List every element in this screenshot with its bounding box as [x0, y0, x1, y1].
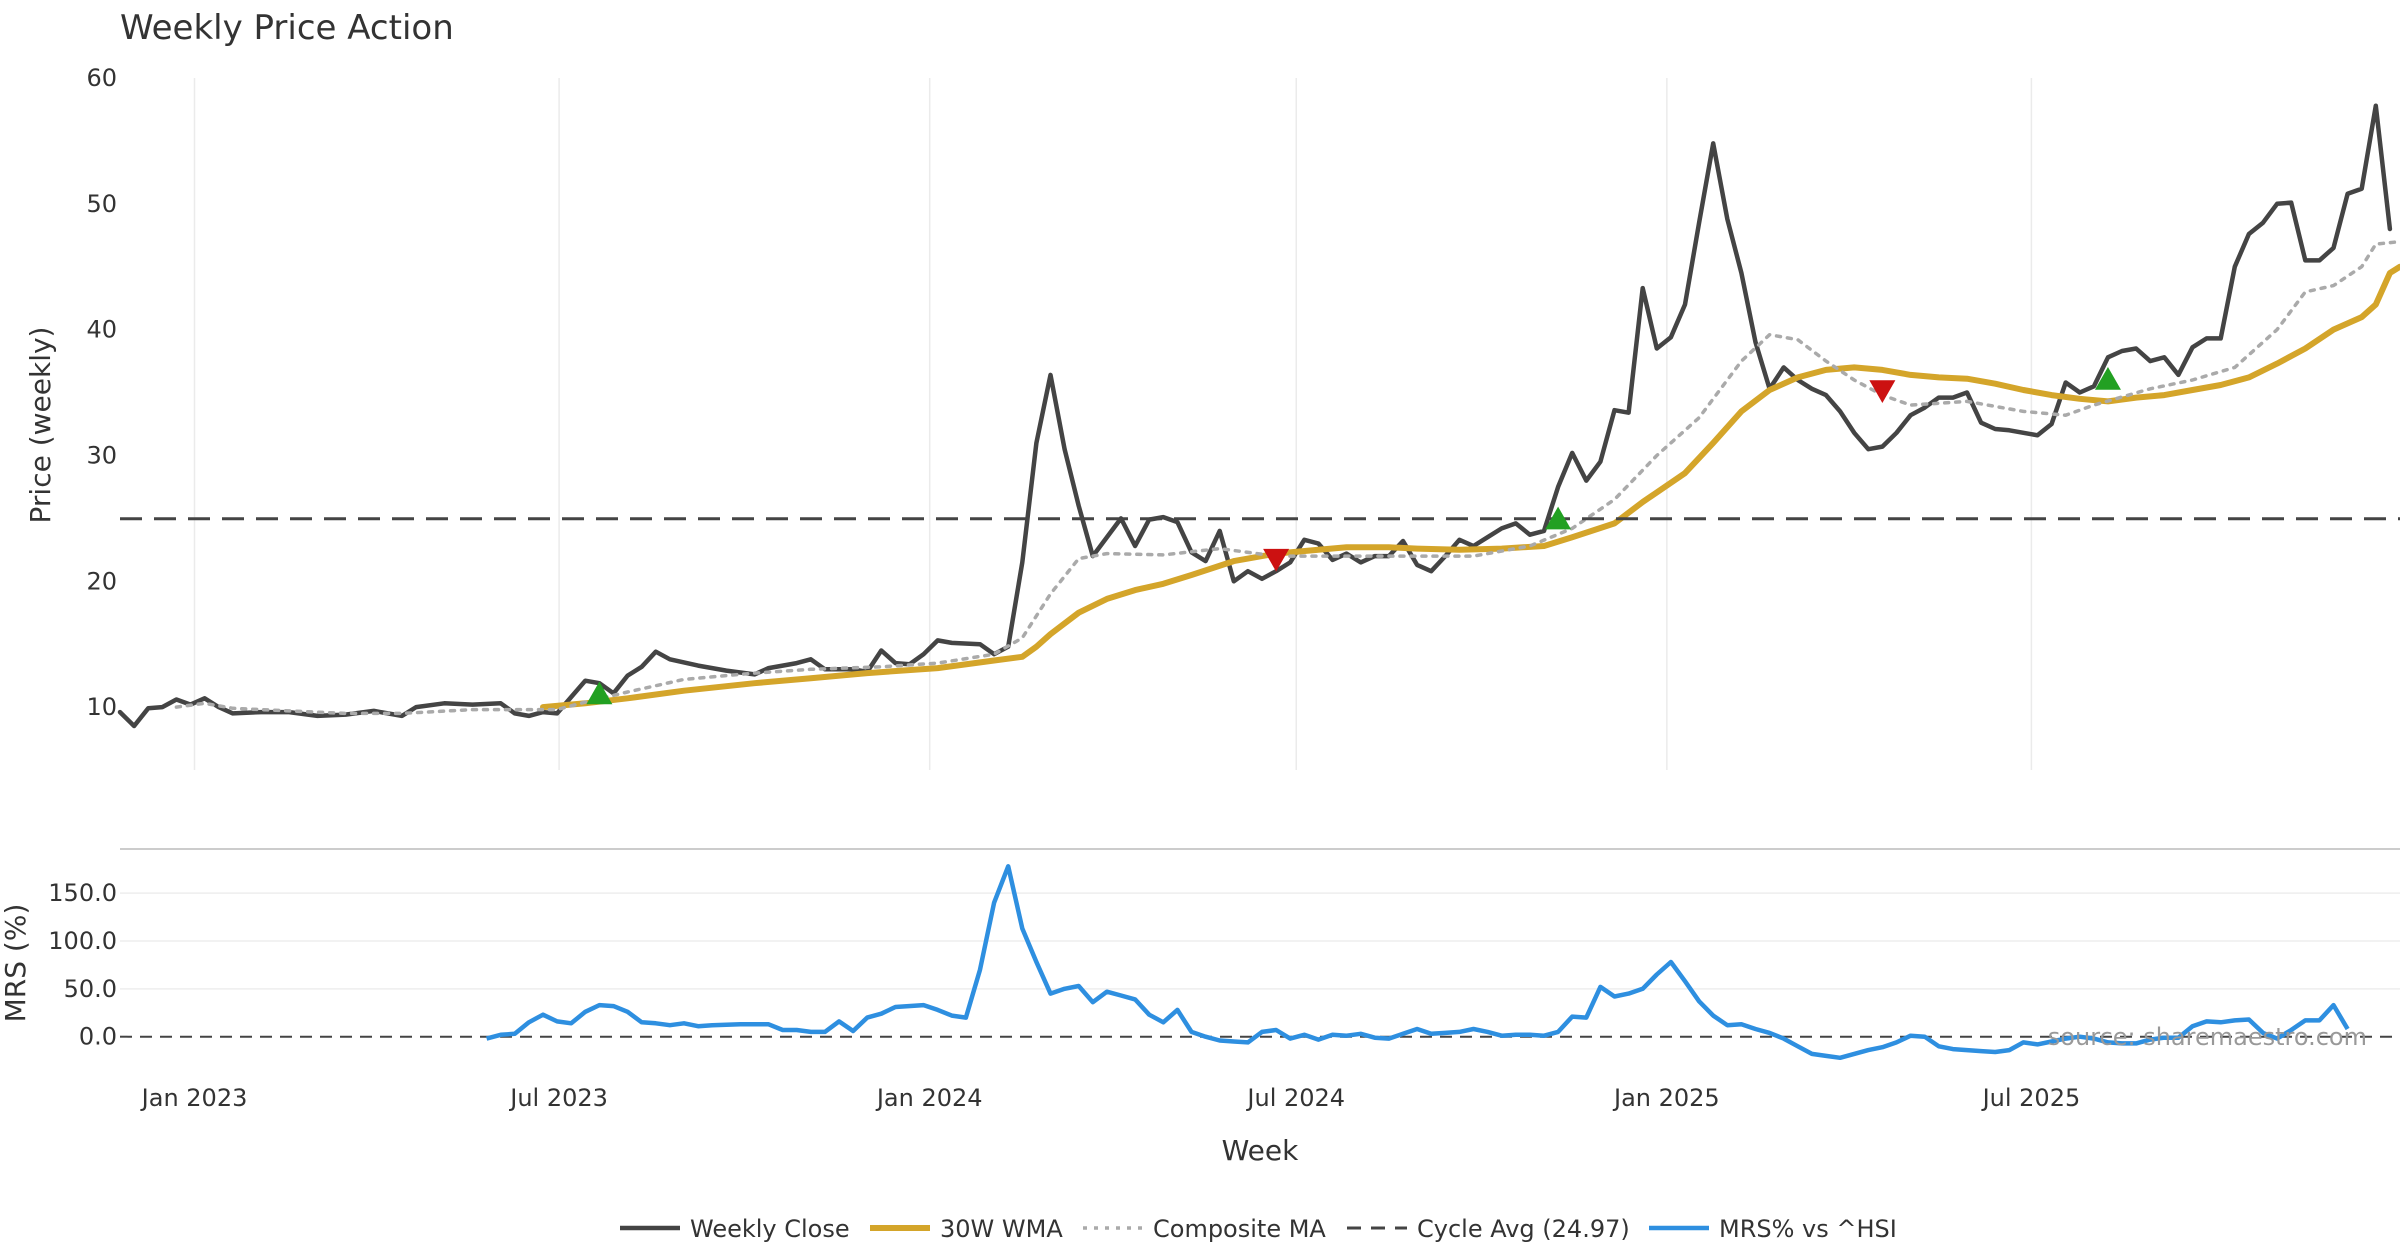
mrs-y-tick: 50.0	[64, 975, 117, 1003]
x-tick-label: Jul 2023	[508, 1084, 608, 1112]
legend-label: MRS% vs ^HSI	[1719, 1215, 1897, 1243]
series-30w-wma	[540, 263, 2400, 711]
price-axis-label: Price (weekly)	[24, 327, 57, 524]
price-y-tick: 30	[86, 441, 117, 469]
x-axis-label: Week	[1222, 1134, 1299, 1167]
legend-label: Weekly Close	[690, 1215, 850, 1243]
legend-label: Cycle Avg (24.97)	[1417, 1215, 1630, 1243]
x-tick-label: Jan 2025	[1612, 1084, 1720, 1112]
series-composite-ma	[174, 239, 2400, 716]
sell-signal-marker	[1869, 380, 1896, 404]
legend-item-weekly-close: Weekly Close	[620, 1215, 850, 1243]
sell-signal-marker	[1263, 548, 1290, 572]
buy-signal-marker	[1545, 506, 1572, 530]
mrs-y-tick: 0.0	[79, 1023, 117, 1051]
price-y-tick: 10	[86, 693, 117, 721]
source-note: source: sharemaestro.com	[2048, 1023, 2367, 1051]
price-y-tick: 60	[86, 64, 117, 92]
chart-title: Weekly Price Action	[120, 8, 454, 48]
legend-label: Composite MA	[1153, 1215, 1326, 1243]
legend-item-composite-ma: Composite MA	[1083, 1215, 1326, 1243]
legend-label: 30W WMA	[940, 1215, 1063, 1243]
series-mrs-vs-hsi	[486, 864, 2350, 1061]
price-y-tick: 20	[86, 567, 117, 595]
x-tick-label: Jan 2024	[875, 1084, 983, 1112]
x-tick-label: Jul 2024	[1245, 1084, 1345, 1112]
mrs-y-tick: 150.0	[48, 879, 117, 907]
legend-item-cycle-avg-24-97: Cycle Avg (24.97)	[1347, 1215, 1630, 1243]
x-tick-label: Jan 2023	[140, 1084, 248, 1112]
buy-signal-marker	[586, 681, 613, 705]
mrs-axis-label: MRS (%)	[0, 904, 32, 1023]
x-tick-label: Jul 2025	[1981, 1084, 2081, 1112]
legend-item-mrs-vs-hsi: MRS% vs ^HSI	[1649, 1215, 1897, 1243]
mrs-y-tick: 100.0	[48, 927, 117, 955]
price-y-tick: 40	[86, 316, 117, 344]
legend: Weekly Close 30W WMA Composite MA Cycle Avg…	[620, 1215, 1897, 1243]
series-weekly-close	[117, 103, 2393, 729]
price-y-tick: 50	[86, 190, 117, 218]
legend-item-30w-wma: 30W WMA	[870, 1215, 1063, 1243]
buy-signal-marker	[2094, 366, 2121, 390]
